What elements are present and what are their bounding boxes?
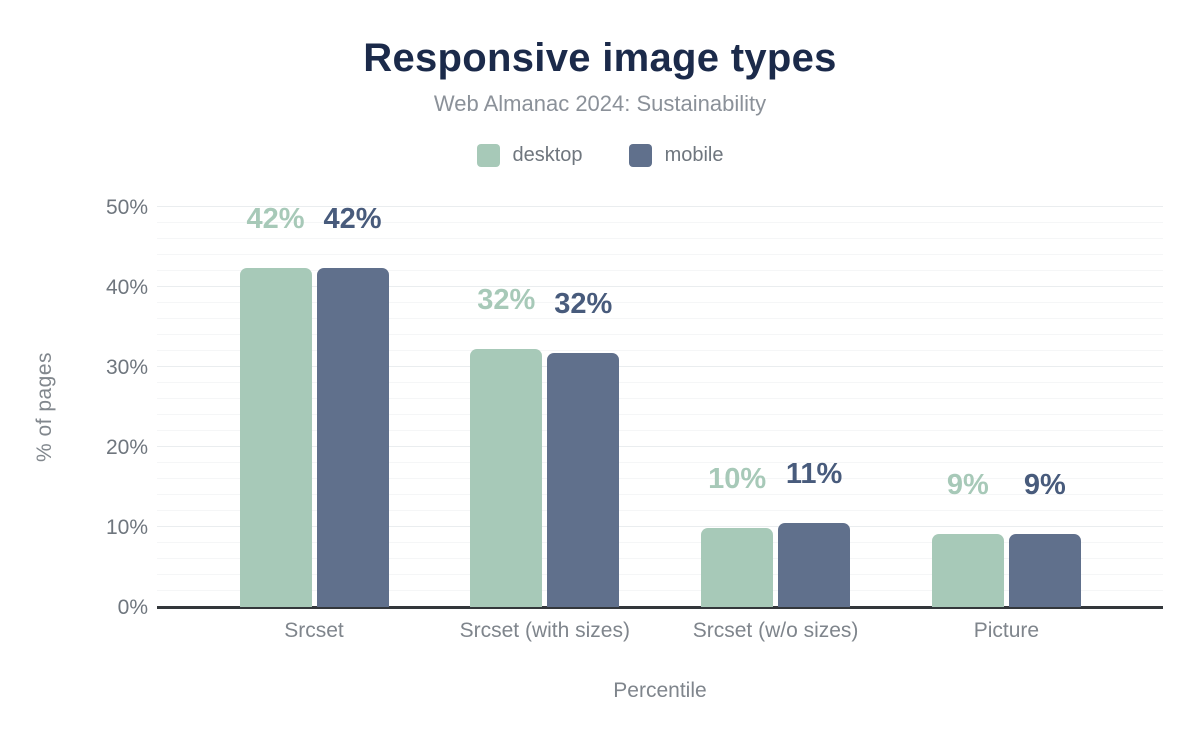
bar-value-label-desktop-srcset-with-sizes: 32% <box>477 283 536 316</box>
chart-title: Responsive image types <box>363 36 837 80</box>
bar-value-label-desktop-srcset: 42% <box>246 202 305 235</box>
gridline-50 <box>157 206 1163 207</box>
gridline-24 <box>157 414 1163 415</box>
y-axis: 0% 10% 20% 30% 40% 50% <box>58 196 148 619</box>
y-tick-label-20: 20% <box>105 436 148 459</box>
x-tick-label-srcset: Srcset <box>284 619 344 642</box>
x-tick-label-srcset-with-sizes: Srcset (with sizes) <box>459 619 630 642</box>
bar-mobile-srcset[interactable] <box>316 267 389 607</box>
legend-item-mobile[interactable]: mobile <box>628 144 724 167</box>
legend: desktop mobile <box>0 144 1200 167</box>
mobile-swatch-icon <box>628 144 652 167</box>
legend-label-desktop: desktop <box>512 144 583 166</box>
y-tick-label-50: 50% <box>105 196 148 219</box>
x-axis: Srcset Srcset (with sizes) Srcset (w/o siz… <box>157 619 1163 649</box>
bar-mobile-srcset-w-o-sizes[interactable] <box>778 523 851 607</box>
y-tick-label-40: 40% <box>105 276 148 299</box>
gridline-28 <box>157 382 1163 383</box>
x-axis-line <box>157 606 1163 609</box>
gridline-14 <box>157 494 1163 495</box>
legend-label-mobile: mobile <box>664 144 724 166</box>
gridline-20 <box>157 446 1163 447</box>
bar-value-label-mobile-srcset: 42% <box>323 202 382 235</box>
gridline-42 <box>157 270 1163 271</box>
bar-value-label-mobile-srcset-with-sizes: 32% <box>554 287 613 320</box>
gridline-32 <box>157 350 1163 351</box>
x-axis-title: Percentile <box>613 679 707 702</box>
gridline-10 <box>157 526 1163 527</box>
gridline-38 <box>157 302 1163 303</box>
bar-value-label-desktop-picture: 9% <box>946 469 989 502</box>
bar-value-label-mobile-srcset-w-o-sizes: 11% <box>785 458 843 490</box>
y-axis-title: % of pages <box>33 351 56 463</box>
plot-area: 42% 42% 32% 32% 10% 11% 9% 9% <box>157 203 1163 609</box>
bar-desktop-picture[interactable] <box>931 534 1004 607</box>
gridline-22 <box>157 430 1163 431</box>
gridline-36 <box>157 318 1163 319</box>
y-tick-label-0: 0% <box>117 596 148 619</box>
gridline-12 <box>157 510 1163 511</box>
bar-mobile-srcset-with-sizes[interactable] <box>547 352 620 607</box>
desktop-swatch-icon <box>476 144 500 167</box>
bar-desktop-srcset-with-sizes[interactable] <box>470 348 543 607</box>
gridline-18 <box>157 462 1163 463</box>
gridline-8 <box>157 542 1163 543</box>
gridline-46 <box>157 238 1163 239</box>
bar-value-label-mobile-picture: 9% <box>1023 469 1066 502</box>
gridline-2 <box>157 590 1163 591</box>
bar-value-label-desktop-srcset-w-o-sizes: 10% <box>708 462 767 495</box>
gridline-4 <box>157 574 1163 575</box>
x-tick-label-picture: Picture <box>973 619 1040 642</box>
chart-subtitle: Web Almanac 2024: Sustainability <box>433 91 767 116</box>
bar-desktop-srcset[interactable] <box>239 267 312 607</box>
gridline-6 <box>157 558 1163 559</box>
gridline-40 <box>157 286 1163 287</box>
gridline-16 <box>157 478 1163 479</box>
gridline-48 <box>157 222 1163 223</box>
bar-mobile-picture[interactable] <box>1008 534 1081 607</box>
gridline-34 <box>157 334 1163 335</box>
y-tick-label-10: 10% <box>105 516 148 539</box>
gridline-26 <box>157 398 1163 399</box>
gridline-44 <box>157 254 1163 255</box>
bar-desktop-srcset-w-o-sizes[interactable] <box>701 527 774 607</box>
x-tick-label-srcset-w-o-sizes: Srcset (w/o sizes) <box>692 619 859 642</box>
y-tick-label-30: 30% <box>105 356 148 379</box>
legend-item-desktop[interactable]: desktop <box>476 144 583 167</box>
gridline-30 <box>157 366 1163 367</box>
